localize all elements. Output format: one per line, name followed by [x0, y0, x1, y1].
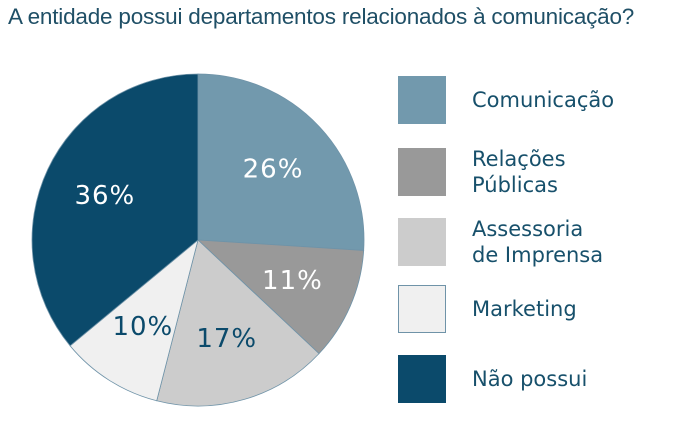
legend-label: Comunicação	[472, 88, 615, 112]
legend-swatch	[398, 355, 446, 403]
pie-slice-marketing	[69, 238, 199, 402]
legend-label: Marketing	[472, 297, 577, 321]
legend-swatch	[398, 285, 446, 333]
slice-label-relacoes-publicas: 11%	[262, 266, 323, 296]
slice-label-comunicacao: 26%	[243, 155, 304, 185]
legend-item-relacoes-publicas: Relações Públicas	[398, 146, 652, 198]
legend-label: Relações Públicas	[472, 147, 566, 197]
slice-label-marketing: 10%	[112, 312, 173, 342]
legend-item-comunicacao: Comunicação	[398, 76, 652, 124]
legend-label: Assessoria de Imprensa	[472, 217, 604, 267]
slice-label-nao-possui: 36%	[74, 181, 135, 211]
legend-swatch	[398, 76, 446, 124]
pie-slice-relacoes-publicas	[196, 239, 365, 355]
pie-slice-nao-possui	[31, 73, 199, 347]
pie-slices: 26% 11%17% 10% 36%	[31, 73, 365, 407]
chart-title: A entidade possui departamentos relacion…	[8, 4, 635, 29]
slice-label-assessoria-de-imprensa: 17%	[196, 324, 257, 354]
legend-item-marketing: Marketing	[398, 285, 652, 333]
pie-slice-comunicacao	[197, 73, 365, 251]
pie-slice-assessoria-de-imprensa	[156, 239, 320, 407]
legend-label: Não possui	[472, 367, 588, 391]
legend-swatch	[398, 218, 446, 266]
legend-item-nao-possui: Não possui	[398, 355, 652, 403]
legend-swatch	[398, 148, 446, 196]
legend-item-assessoria-de-imprensa: Assessoria de Imprensa	[398, 216, 652, 268]
